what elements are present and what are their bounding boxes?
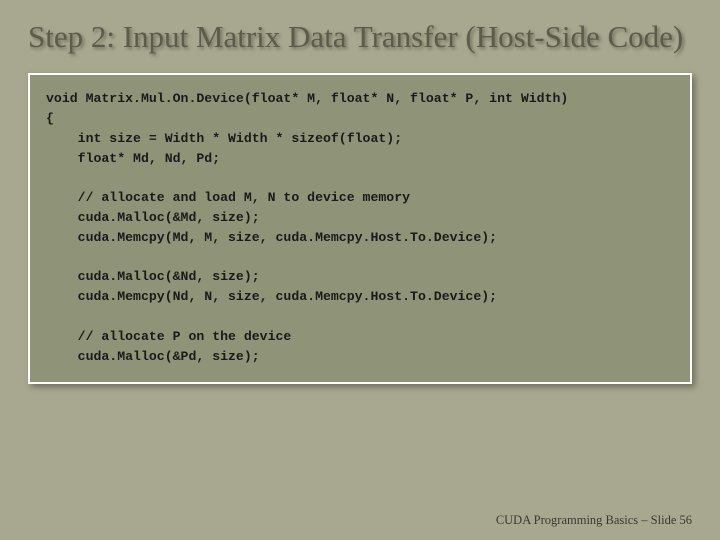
code-block: void Matrix.Mul.On.Device(float* M, floa… xyxy=(28,73,692,384)
slide-container: Step 2: Input Matrix Data Transfer (Host… xyxy=(0,0,720,540)
slide-footer: CUDA Programming Basics – Slide 56 xyxy=(496,513,692,528)
slide-title: Step 2: Input Matrix Data Transfer (Host… xyxy=(28,18,692,55)
